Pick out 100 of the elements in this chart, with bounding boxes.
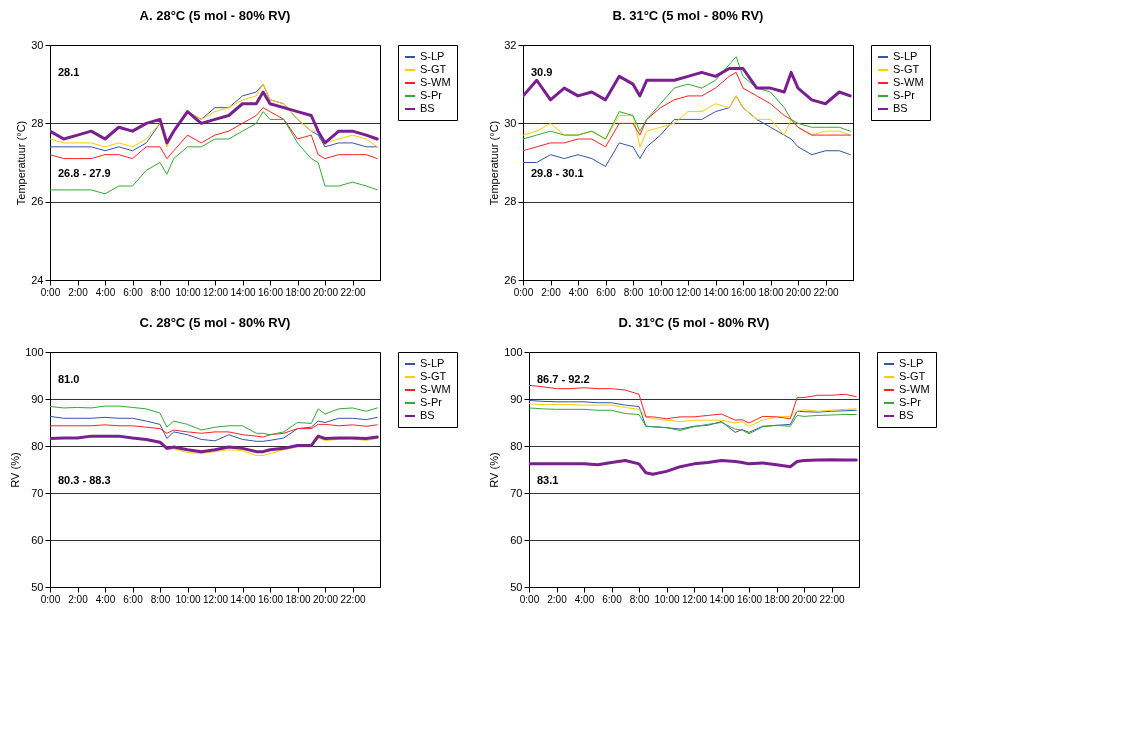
x-tick-label: 18:00 [758,286,784,298]
x-tick-label: 20:00 [312,593,339,605]
x-tick-label: 4:00 [95,593,116,605]
x-tick-label: 8:00 [623,286,644,298]
legend-label: S-WM [899,383,930,395]
x-tick-label: 16:00 [257,593,284,605]
x-tick-label: 18:00 [285,286,311,298]
y-tick-label: 50 [31,580,44,593]
y-tick-label: 100 [25,345,44,358]
y-axis-title: Temperatuur (°C) [15,120,28,206]
annotation: 29.8 - 30.1 [531,167,584,180]
y-tick-label: 70 [510,486,523,499]
x-tick-label: 4:00 [95,286,116,298]
x-tick-label: 8:00 [150,593,171,605]
legend-label: BS [899,409,914,421]
legend-label: BS [420,102,435,114]
legend-label: S-LP [899,357,924,369]
y-tick-label: 32 [504,38,517,51]
legend-label: S-Pr [899,396,922,408]
y-axis-title: RV (%) [9,452,22,488]
legend-label: S-LP [420,50,445,62]
x-tick-label: 4:00 [568,286,589,298]
y-tick-label: 30 [31,38,44,51]
x-tick-label: 0:00 [40,286,61,298]
y-tick-label: 90 [510,392,523,405]
x-tick-label: 22:00 [813,286,839,298]
y-tick-label: 28 [31,116,44,129]
x-tick-label: 20:00 [791,593,818,605]
x-tick-label: 12:00 [681,593,708,605]
x-tick-label: 6:00 [123,593,144,605]
legend-label: S-GT [893,63,920,75]
annotation: 81.0 [58,373,80,386]
x-tick-label: 8:00 [150,286,171,298]
legend-label: S-WM [420,76,451,88]
y-tick-label: 24 [31,273,44,286]
line-series [50,405,378,436]
x-tick-label: 18:00 [764,593,790,605]
x-tick-label: 14:00 [230,593,256,605]
chart-title: D. 31°C (5 mol - 80% RV) [618,315,770,330]
annotation: 83.1 [537,474,559,487]
y-axis-title: RV (%) [488,452,501,488]
x-tick-label: 16:00 [257,286,284,298]
x-tick-label: 22:00 [340,286,366,298]
x-tick-label: 2:00 [68,593,89,605]
legend-label: BS [420,409,435,421]
x-tick-label: 6:00 [123,286,144,298]
x-tick-label: 2:00 [541,286,562,298]
annotation: 80.3 - 88.3 [58,474,111,487]
x-tick-label: 10:00 [175,593,201,605]
x-tick-label: 22:00 [340,593,366,605]
line-series [50,423,378,438]
x-tick-label: 14:00 [703,286,729,298]
x-tick-label: 2:00 [547,593,568,605]
line-series [529,403,857,427]
annotation: 86.7 - 92.2 [537,373,590,386]
y-tick-label: 70 [31,486,44,499]
x-tick-label: 4:00 [574,593,595,605]
line-series [50,415,378,442]
legend-label: S-WM [893,76,924,88]
legend-label: S-Pr [420,396,443,408]
chart-title: C. 28°C (5 mol - 80% RV) [139,315,291,330]
x-tick-label: 10:00 [648,286,674,298]
y-axis-title: Temperatuur (°C) [488,120,501,206]
x-tick-label: 20:00 [312,286,339,298]
line-series [529,407,857,435]
x-tick-label: 0:00 [40,593,61,605]
annotation: 28.1 [58,66,80,79]
legend-label: S-Pr [420,89,443,101]
annotation: 26.8 - 27.9 [58,167,111,180]
y-tick-label: 100 [504,345,523,358]
y-tick-label: 90 [31,392,44,405]
y-tick-label: 60 [31,533,44,546]
y-tick-label: 50 [510,580,523,593]
y-tick-label: 26 [31,195,44,208]
y-tick-label: 28 [504,195,517,208]
x-tick-label: 0:00 [519,593,540,605]
y-tick-label: 60 [510,533,523,546]
y-tick-label: 30 [504,116,517,129]
x-tick-label: 14:00 [709,593,735,605]
x-tick-label: 6:00 [596,286,617,298]
x-tick-label: 16:00 [736,593,763,605]
x-tick-label: 0:00 [513,286,534,298]
legend-label: S-WM [420,383,451,395]
legend-label: S-GT [420,63,447,75]
legend-label: S-GT [420,370,447,382]
y-tick-label: 80 [31,439,44,452]
annotation: 30.9 [531,66,553,79]
x-tick-label: 12:00 [202,593,229,605]
x-tick-label: 2:00 [68,286,89,298]
line-series [529,458,858,476]
legend-label: S-GT [899,370,926,382]
line-series [523,67,852,106]
legend-label: S-Pr [893,89,916,101]
x-tick-label: 12:00 [202,286,229,298]
x-tick-label: 20:00 [785,286,812,298]
x-tick-label: 12:00 [675,286,702,298]
x-tick-label: 14:00 [230,286,256,298]
x-tick-label: 18:00 [285,593,311,605]
y-tick-label: 26 [504,273,517,286]
legend-label: S-LP [420,357,445,369]
